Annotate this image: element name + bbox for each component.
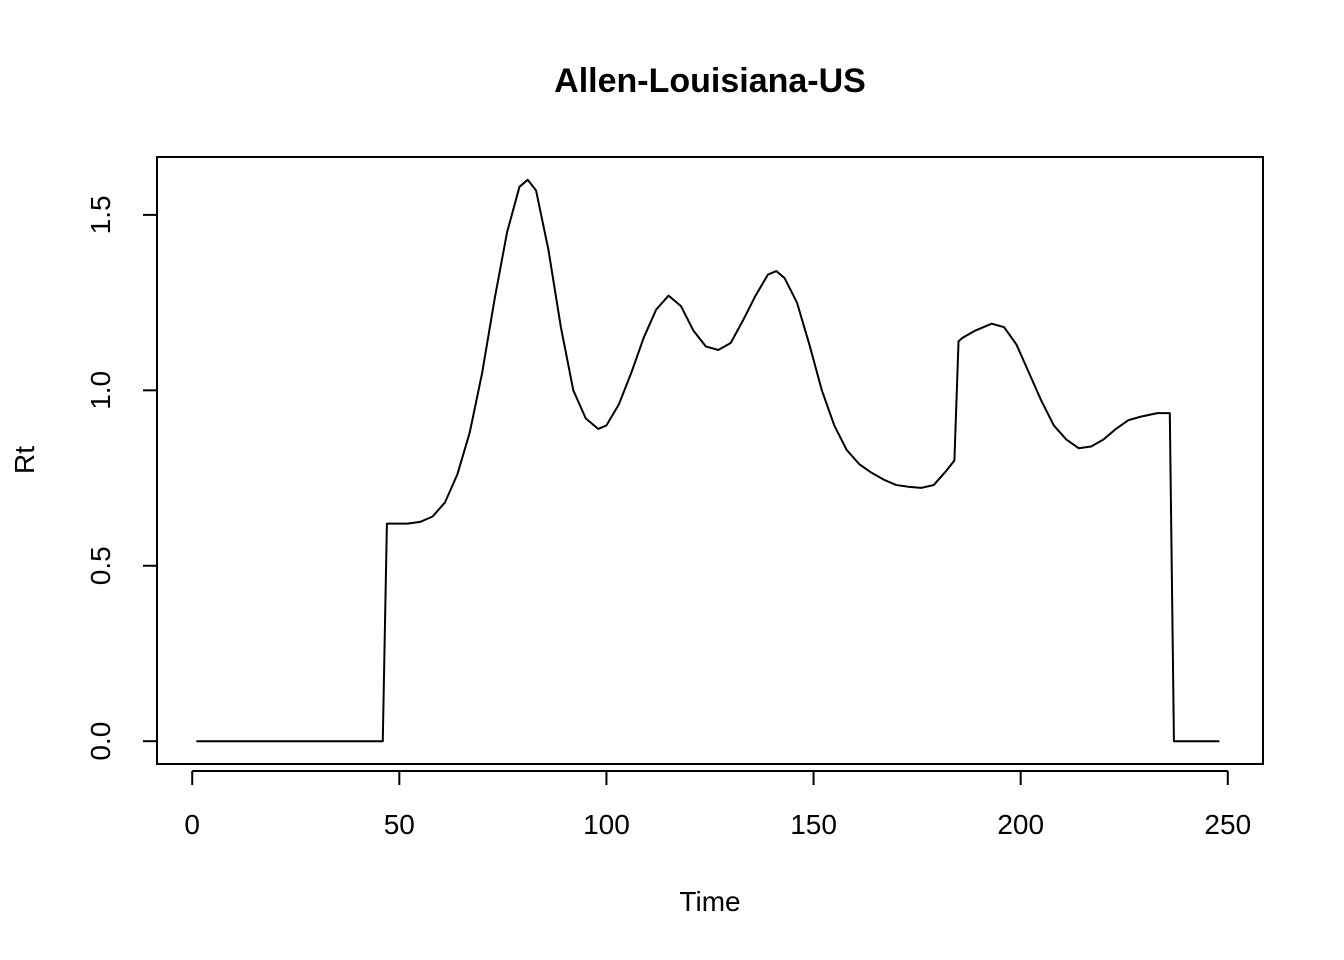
y-tick-label: 1.0: [85, 371, 116, 410]
y-axis: 0.0 0.5 1.0 1.5: [85, 195, 158, 761]
x-axis-label: Time: [679, 886, 740, 917]
x-tick-label: 0: [184, 809, 200, 840]
x-tick-label: 150: [790, 809, 837, 840]
x-axis: 0 50 100 150 200 250: [184, 770, 1251, 840]
x-tick-label: 100: [583, 809, 630, 840]
y-axis-label: Rt: [9, 446, 40, 474]
chart-title: Allen-Louisiana-US: [554, 62, 866, 100]
plot-frame: [156, 156, 1264, 765]
y-tick-label: 1.5: [85, 195, 116, 234]
x-tick-label: 200: [997, 809, 1044, 840]
x-tick-label: 250: [1204, 809, 1251, 840]
rt-series-line: [196, 178, 1220, 743]
y-tick-label: 0.5: [85, 546, 116, 585]
x-tick-label: 50: [384, 809, 415, 840]
y-tick-label: 0.0: [85, 722, 116, 761]
